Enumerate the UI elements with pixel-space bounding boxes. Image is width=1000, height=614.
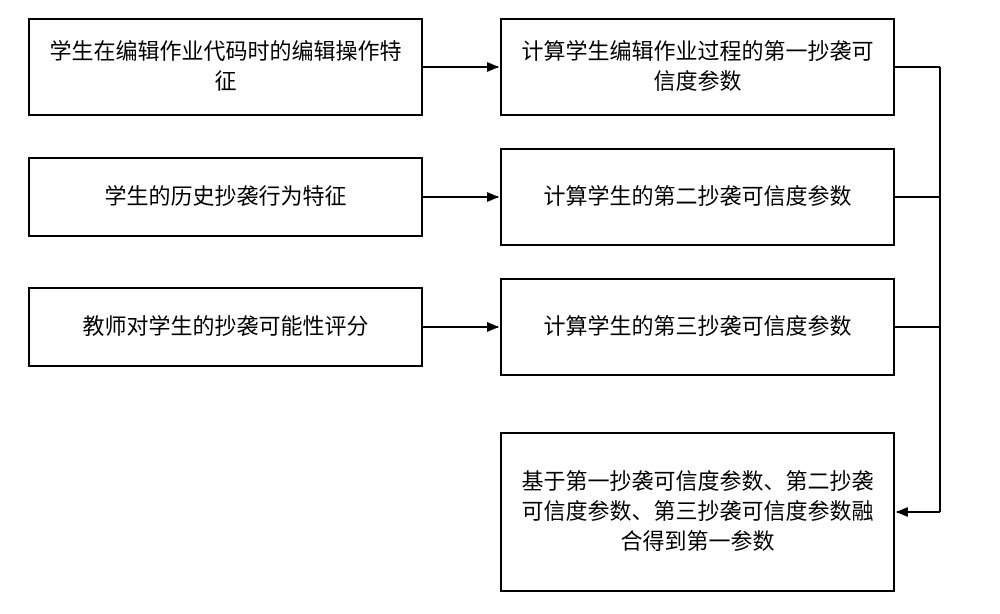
node-calc-param3: 计算学生的第三抄袭可信度参数: [500, 278, 895, 376]
node-text: 计算学生的第三抄袭可信度参数: [543, 312, 851, 342]
node-input-edit-features: 学生在编辑作业代码时的编辑操作特征: [28, 18, 423, 116]
node-text: 计算学生编辑作业过程的第一抄袭可信度参数: [512, 37, 883, 96]
node-calc-param2: 计算学生的第二抄袭可信度参数: [500, 148, 895, 246]
node-text: 教师对学生的抄袭可能性评分: [82, 312, 368, 342]
node-input-history: 学生的历史抄袭行为特征: [28, 157, 423, 237]
node-text: 计算学生的第二抄袭可信度参数: [543, 182, 851, 212]
node-text: 基于第一抄袭可信度参数、第二抄袭可信度参数、第三抄袭可信度参数融合得到第一参数: [512, 467, 883, 556]
node-calc-param1: 计算学生编辑作业过程的第一抄袭可信度参数: [500, 18, 895, 116]
node-text: 学生的历史抄袭行为特征: [104, 182, 346, 212]
node-text: 学生在编辑作业代码时的编辑操作特征: [40, 37, 411, 96]
node-fuse-result: 基于第一抄袭可信度参数、第二抄袭可信度参数、第三抄袭可信度参数融合得到第一参数: [500, 432, 895, 592]
node-input-teacher-score: 教师对学生的抄袭可能性评分: [28, 287, 423, 367]
flowchart-canvas: 学生在编辑作业代码时的编辑操作特征 计算学生编辑作业过程的第一抄袭可信度参数 学…: [0, 0, 1000, 614]
